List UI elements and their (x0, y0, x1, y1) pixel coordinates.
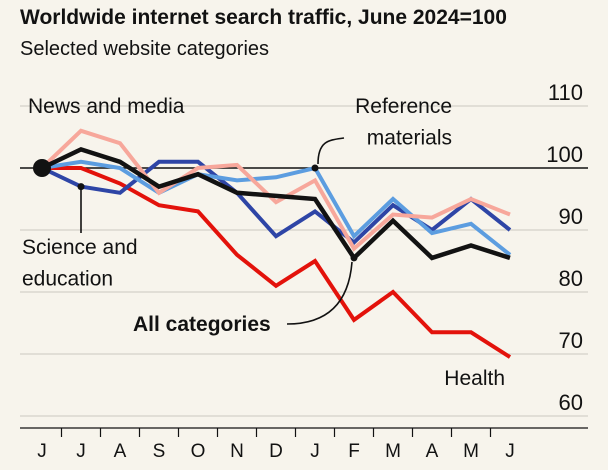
series-line-science-and-education (41, 159, 512, 246)
x-tick-label: A (114, 441, 127, 462)
series-line-all-categories (41, 146, 511, 262)
start-point-dot (33, 159, 51, 177)
x-tick-label: F (348, 441, 360, 462)
label-science-and-education-line: education (22, 268, 113, 291)
label-science-and-education: Science and education (22, 236, 138, 291)
x-tick-label: S (153, 441, 166, 462)
label-science-and-education-line: Science and (22, 236, 138, 259)
label-reference-materials: Reference materials (355, 95, 452, 150)
leader-dot-reference-materials (311, 164, 319, 172)
series-line-health (42, 166, 512, 359)
x-tick-label: A (426, 441, 439, 462)
x-tick-label: J (310, 441, 320, 462)
label-health: Health (444, 367, 505, 390)
x-tick-label: J (505, 441, 515, 462)
label-all-categories: All categories (133, 313, 271, 336)
x-tick-label: D (269, 441, 283, 462)
label-reference-materials-line: Reference (355, 95, 452, 118)
leader-dot-science-and-education (77, 183, 85, 191)
y-tick-label: 70 (559, 328, 583, 353)
label-reference-materials-line: materials (367, 127, 452, 150)
y-tick-label: 60 (559, 390, 583, 415)
x-tick-label: N (230, 441, 244, 462)
leader-reference-materials (317, 137, 345, 165)
label-news-and-media: News and media (28, 95, 185, 118)
label-health-line: Health (444, 367, 505, 390)
chart-subtitle: Selected website categories (20, 38, 270, 60)
leader-dot-all-categories (350, 254, 358, 262)
series-line-reference-materials (41, 159, 512, 257)
label-all-categories-line: All categories (133, 313, 271, 336)
leader-all-categories (286, 261, 353, 325)
chart-title: Worldwide internet search traffic, June … (20, 6, 507, 29)
x-tick-label: M (463, 441, 479, 462)
x-tick-label: O (191, 441, 206, 462)
y-tick-label: 80 (559, 266, 583, 291)
x-tick-label: J (76, 441, 86, 462)
y-tick-label: 90 (559, 204, 583, 229)
y-tick-label: 100 (546, 142, 583, 167)
label-news-and-media-line: News and media (28, 95, 185, 118)
y-tick-label: 110 (548, 80, 583, 105)
x-tick-label: J (37, 441, 47, 462)
series-line-news-and-media (40, 128, 511, 252)
x-tick-label: M (385, 441, 401, 462)
